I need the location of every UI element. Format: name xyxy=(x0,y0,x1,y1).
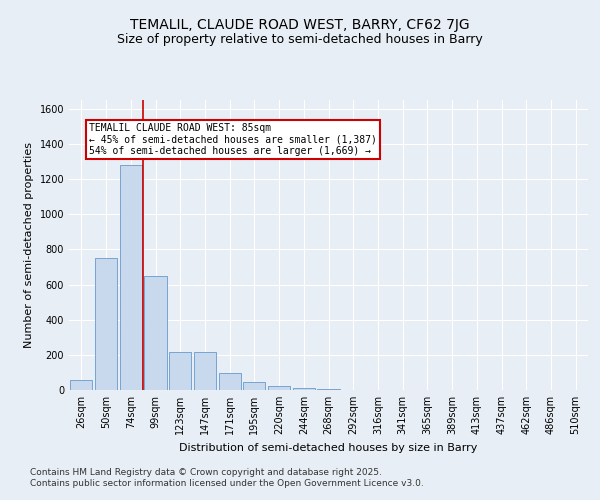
Bar xyxy=(70,380,92,390)
Text: TEMALIL CLAUDE ROAD WEST: 85sqm
← 45% of semi-detached houses are smaller (1,387: TEMALIL CLAUDE ROAD WEST: 85sqm ← 45% of… xyxy=(89,123,377,156)
Bar xyxy=(145,276,167,390)
Bar xyxy=(194,352,216,390)
Bar xyxy=(243,382,265,390)
Bar xyxy=(169,352,191,390)
Text: Size of property relative to semi-detached houses in Barry: Size of property relative to semi-detach… xyxy=(117,32,483,46)
Text: Contains HM Land Registry data © Crown copyright and database right 2025.
Contai: Contains HM Land Registry data © Crown c… xyxy=(30,468,424,487)
Bar xyxy=(268,386,290,390)
Bar xyxy=(218,374,241,390)
Bar xyxy=(119,165,142,390)
Bar xyxy=(293,388,315,390)
Text: TEMALIL, CLAUDE ROAD WEST, BARRY, CF62 7JG: TEMALIL, CLAUDE ROAD WEST, BARRY, CF62 7… xyxy=(130,18,470,32)
Y-axis label: Number of semi-detached properties: Number of semi-detached properties xyxy=(24,142,34,348)
X-axis label: Distribution of semi-detached houses by size in Barry: Distribution of semi-detached houses by … xyxy=(179,442,478,452)
Bar xyxy=(317,389,340,390)
Bar xyxy=(95,258,117,390)
